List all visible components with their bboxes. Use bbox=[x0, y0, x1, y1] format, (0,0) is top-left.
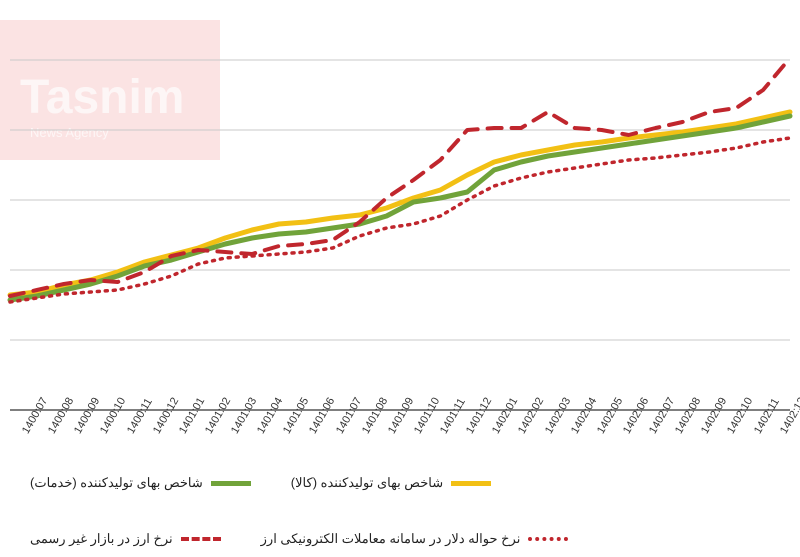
legend-label: نرخ حواله دلار در سامانه معاملات الکترون… bbox=[261, 531, 521, 547]
line-chart bbox=[0, 0, 800, 420]
legend-swatch-icon bbox=[451, 481, 491, 486]
legend-label: شاخص بهای تولیدکننده (کالا) bbox=[291, 475, 443, 491]
legend-item: شاخص بهای تولیدکننده (خدمات) bbox=[30, 475, 251, 491]
legend-item: نرخ ارز در بازار غیر رسمی bbox=[30, 531, 221, 547]
legend-swatch-icon bbox=[528, 537, 568, 541]
legend: شاخص بهای تولیدکننده (کالا) شاخص بهای تو… bbox=[0, 475, 800, 547]
legend-swatch-icon bbox=[181, 537, 221, 541]
legend-label: نرخ ارز در بازار غیر رسمی bbox=[30, 531, 173, 547]
legend-swatch-icon bbox=[211, 481, 251, 486]
legend-label: شاخص بهای تولیدکننده (خدمات) bbox=[30, 475, 203, 491]
legend-item: شاخص بهای تولیدکننده (کالا) bbox=[291, 475, 491, 491]
legend-item: نرخ حواله دلار در سامانه معاملات الکترون… bbox=[261, 531, 569, 547]
